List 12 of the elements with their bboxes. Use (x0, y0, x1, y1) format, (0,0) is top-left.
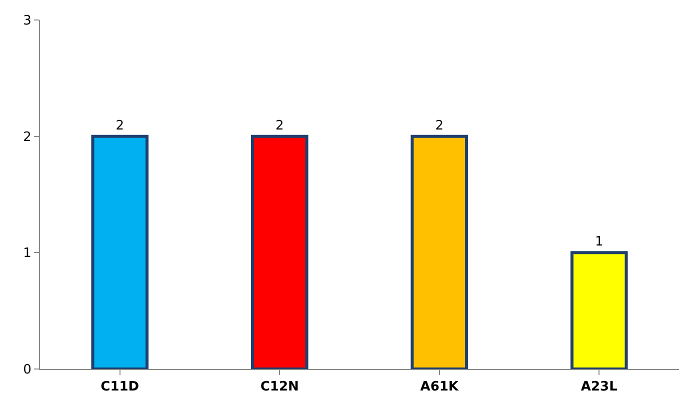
data-label: 2 (116, 118, 124, 134)
x-tick-label: A61K (420, 380, 460, 395)
y-tick-label: 3 (23, 14, 32, 29)
y-tick-label: 0 (23, 362, 32, 378)
x-tick-label: C11D (100, 380, 140, 395)
x-tick-label: C12N (260, 380, 299, 395)
data-label: 1 (594, 234, 604, 250)
data-label: 2 (275, 118, 284, 134)
x-tick-label: A23L (580, 380, 618, 395)
y-tick-label: 1 (23, 246, 32, 262)
y-tick-label: 2 (23, 130, 32, 145)
data-label: 2 (435, 118, 444, 134)
